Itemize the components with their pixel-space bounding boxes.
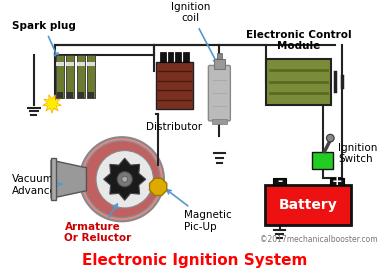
Circle shape bbox=[122, 176, 127, 182]
Bar bbox=[183, 52, 189, 62]
Text: Distributor: Distributor bbox=[146, 122, 203, 132]
Bar bbox=[156, 62, 192, 109]
Text: +: + bbox=[332, 175, 342, 188]
Bar bbox=[78, 92, 83, 98]
Circle shape bbox=[117, 172, 132, 187]
Polygon shape bbox=[43, 95, 62, 113]
Text: Magnetic
Pic-Up: Magnetic Pic-Up bbox=[167, 190, 232, 232]
Bar bbox=[66, 62, 74, 66]
Bar bbox=[216, 54, 222, 59]
Text: Vacuum
Advance: Vacuum Advance bbox=[12, 174, 62, 196]
Bar bbox=[266, 59, 331, 105]
Text: -: - bbox=[277, 175, 282, 188]
Bar bbox=[265, 185, 351, 225]
Text: Electronic Control
Module: Electronic Control Module bbox=[246, 30, 352, 51]
Bar bbox=[312, 152, 333, 169]
Circle shape bbox=[83, 141, 160, 218]
Circle shape bbox=[80, 137, 164, 221]
Circle shape bbox=[96, 151, 153, 208]
Bar bbox=[87, 55, 95, 98]
Text: Ignition
Switch: Ignition Switch bbox=[338, 143, 377, 164]
Bar bbox=[87, 62, 95, 66]
Bar bbox=[66, 55, 74, 98]
Bar bbox=[160, 52, 166, 62]
Text: Electronic Ignition System: Electronic Ignition System bbox=[82, 253, 307, 268]
Text: Spark plug: Spark plug bbox=[12, 21, 76, 57]
Bar bbox=[56, 55, 64, 98]
Bar bbox=[273, 178, 286, 185]
Text: Ignition
coil: Ignition coil bbox=[171, 2, 217, 63]
Bar bbox=[214, 59, 225, 69]
Bar bbox=[88, 92, 94, 98]
Circle shape bbox=[327, 134, 334, 142]
Bar bbox=[168, 52, 174, 62]
Bar bbox=[212, 119, 227, 124]
Bar bbox=[56, 62, 64, 66]
Polygon shape bbox=[103, 158, 146, 200]
Bar bbox=[175, 52, 181, 62]
Bar bbox=[77, 62, 85, 66]
Bar bbox=[330, 178, 344, 185]
Polygon shape bbox=[51, 160, 87, 198]
FancyBboxPatch shape bbox=[209, 66, 230, 121]
Bar bbox=[67, 92, 73, 98]
Text: ©2017mechanicalbooster.com: ©2017mechanicalbooster.com bbox=[261, 235, 378, 244]
Bar bbox=[57, 92, 63, 98]
Polygon shape bbox=[150, 178, 167, 196]
Text: Battery: Battery bbox=[279, 198, 338, 212]
Text: Armature
Or Reluctor: Armature Or Reluctor bbox=[64, 204, 132, 243]
Polygon shape bbox=[51, 158, 56, 200]
Bar bbox=[77, 55, 85, 98]
